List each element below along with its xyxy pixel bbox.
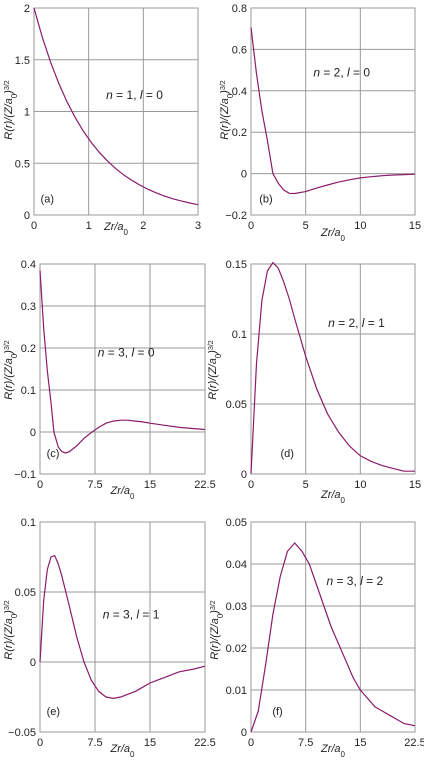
series-line-1	[250, 261, 415, 475]
x-tick-label: 0	[31, 220, 37, 232]
x-tick-label: 7.5	[87, 479, 102, 491]
y-axis-label: R(r)/(Z/a0)3/2	[207, 340, 223, 400]
plot-frame	[39, 263, 206, 475]
panel-label: (f)	[272, 706, 282, 718]
y-axis-label: R(r)/(Z/a0)3/2	[209, 600, 225, 660]
y-axis-label: R(r)/(Z/a0)3/2	[219, 80, 235, 140]
curve-annotation: n = 1, l = 0	[106, 88, 163, 102]
x-tick-label: 7.5	[298, 737, 313, 749]
y-tick-label: 0.1	[232, 329, 247, 341]
y-tick-label: −0.2	[225, 210, 247, 222]
y-tick-label: 0	[30, 427, 36, 439]
y-tick-label: 2	[24, 3, 30, 15]
panel-label: (c)	[47, 448, 60, 460]
curve-annotation: n = 3, l = 2	[326, 574, 383, 588]
x-axis-label: Zr/a0	[320, 227, 346, 243]
y-tick-label: 0	[241, 169, 247, 181]
x-tick-label: 0	[37, 479, 43, 491]
y-tick-label: 0.4	[232, 86, 247, 98]
x-tick-label: 0	[248, 479, 254, 491]
x-tick-label: 5	[303, 479, 309, 491]
panel-label: (e)	[47, 706, 60, 718]
plot-frame	[39, 521, 206, 733]
plot-frame	[250, 263, 416, 475]
series-line-1	[250, 27, 416, 195]
y-tick-label: 0.05	[226, 517, 247, 529]
x-tick-label: 15	[409, 479, 421, 491]
chart-panel-6: 0 0.01 0.02 0.03 0.04 0.05 0 7.5 15 22.5 n = 3, l …	[209, 517, 424, 759]
y-tick-label: 0.05	[226, 399, 247, 411]
y-axis-label: R(r)/(Z/a0)3/2	[3, 80, 19, 140]
series-line-1	[39, 270, 206, 454]
x-tick-label: 22.5	[194, 737, 215, 749]
x-tick-label: 2	[140, 220, 146, 232]
x-tick-label: 5	[303, 220, 309, 232]
curve-annotation: n = 2, l = 1	[328, 316, 385, 330]
x-tick-label: 22.5	[194, 479, 215, 491]
panel-label: (b)	[259, 194, 272, 206]
chart-panel-2: −0.200.20.40.60.80 5 10 15n = 2, l = 0(b)Zr…	[219, 3, 421, 243]
x-tick-label: 15	[409, 220, 421, 232]
y-tick-label: −0.1	[14, 469, 36, 481]
y-tick-label: 0.6	[232, 44, 247, 56]
chart-panel-1: 0 0.5 1 1.5 2 0 1 2 3 n = 1, l = 0 (a) Zr/a0 R(r)/(Z…	[3, 3, 201, 237]
y-tick-label: 0.04	[226, 559, 247, 571]
x-tick-label: 15	[354, 737, 366, 749]
y-tick-label: −0.05	[8, 727, 36, 739]
curve-annotation: n = 3, l = 1	[103, 608, 160, 622]
y-tick-label: 0.2	[21, 343, 36, 355]
y-tick-label: 0.3	[21, 301, 36, 313]
y-tick-label: 1	[24, 107, 30, 119]
y-tick-label: 0.4	[21, 259, 36, 271]
chart-panel-3: −0.100.10.20.30.40 7.5 15 22.5n = 3, l = 0(…	[3, 259, 216, 501]
y-tick-label: 0.15	[226, 259, 247, 271]
y-axis-label: R(r)/(Z/a0)3/2	[3, 600, 19, 660]
y-tick-label: 0	[30, 657, 36, 669]
y-tick-label: 0	[241, 727, 247, 739]
curve-annotation: n = 2, l = 0	[313, 65, 370, 79]
panel-label: (d)	[281, 448, 294, 460]
y-tick-label: 0.03	[226, 601, 247, 613]
y-tick-label: 0.1	[21, 517, 36, 529]
x-tick-label: 0	[37, 737, 43, 749]
y-tick-label: 0.2	[232, 127, 247, 139]
panel-label: (a)	[41, 194, 54, 206]
x-tick-label: 0	[248, 220, 254, 232]
x-axis-label: Zr/a0	[320, 489, 346, 505]
y-tick-label: 0	[24, 210, 30, 222]
x-axis-label: Zr/a0	[109, 743, 135, 759]
y-tick-label: 0	[241, 469, 247, 481]
y-axis-label: R(r)/(Z/a0)3/2	[3, 340, 19, 400]
x-axis-label: Zr/a0	[103, 221, 129, 237]
curve-annotation: n = 3, l = 0	[98, 345, 155, 359]
chart-panel-4: 0 0.05 0.1 0.15 0 5 10 15 n = 2, l = 1 (d) Zr/a0 R(…	[207, 259, 421, 505]
y-tick-label: 0.5	[15, 158, 30, 170]
x-axis-label: Zr/a0	[320, 743, 346, 759]
x-tick-label: 15	[144, 737, 156, 749]
x-tick-label: 22.5	[404, 737, 424, 749]
y-tick-label: 0.8	[232, 3, 247, 15]
x-tick-label: 15	[144, 479, 156, 491]
x-tick-label: 1	[86, 220, 92, 232]
y-tick-label: 0.05	[15, 587, 36, 599]
x-tick-label: 10	[354, 220, 366, 232]
x-tick-label: 3	[195, 220, 201, 232]
x-axis-label: Zr/a0	[109, 485, 135, 501]
series-line-1	[33, 7, 199, 206]
y-tick-label: 0.1	[21, 385, 36, 397]
x-tick-label: 0	[248, 737, 254, 749]
series-line-1	[250, 542, 416, 733]
x-tick-label: 7.5	[87, 737, 102, 749]
y-tick-label: 0.01	[226, 685, 247, 697]
x-tick-label: 10	[354, 479, 366, 491]
y-tick-label: 0.02	[226, 643, 247, 655]
plot-frame	[250, 521, 416, 733]
y-tick-label: 1.5	[15, 55, 30, 67]
series-line-1	[39, 554, 206, 700]
